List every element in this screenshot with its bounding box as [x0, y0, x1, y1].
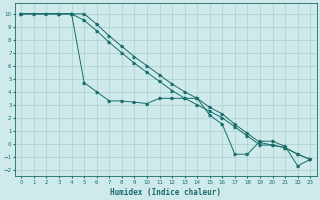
X-axis label: Humidex (Indice chaleur): Humidex (Indice chaleur)	[110, 188, 221, 197]
